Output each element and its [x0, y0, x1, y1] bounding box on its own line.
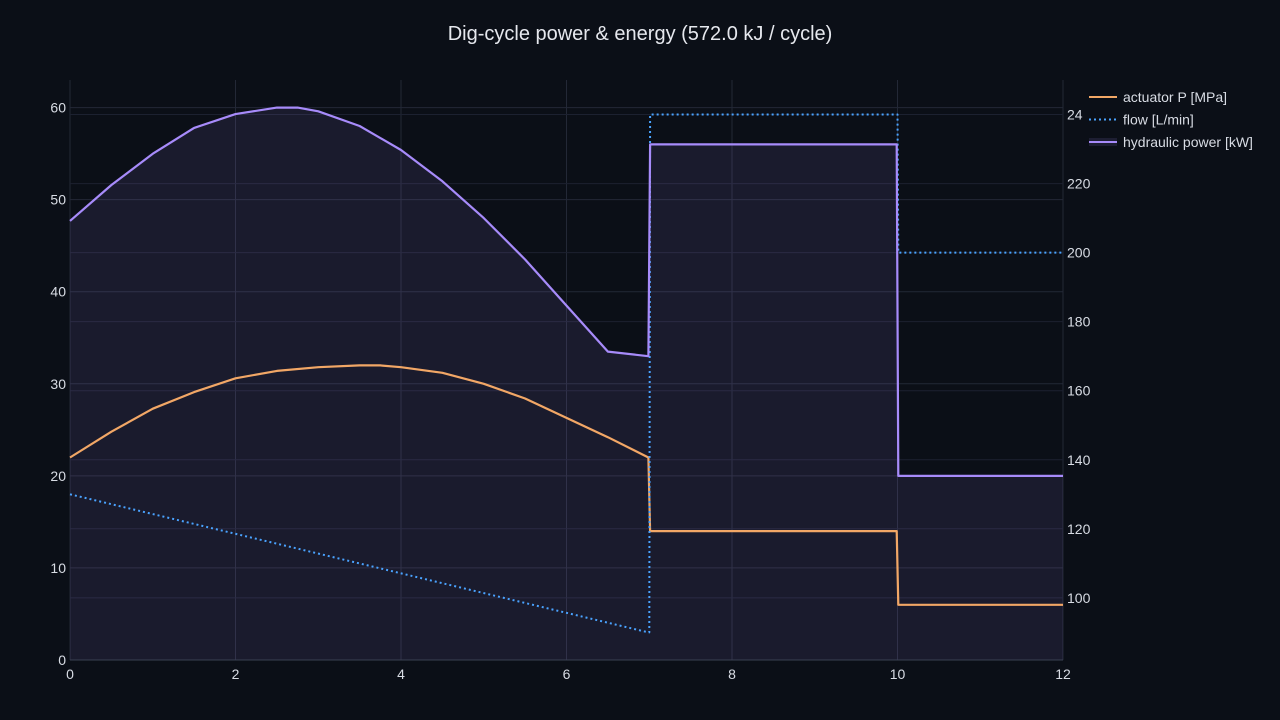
legend-label: flow [L/min] — [1123, 112, 1194, 128]
series — [69, 106, 1063, 634]
series-line-0 — [69, 364, 1063, 606]
y-tick-label: 30 — [50, 376, 66, 392]
y-tick-label: 10 — [50, 560, 66, 576]
fill-area — [70, 107, 1063, 661]
axes: 0 2 4 6 8 10 120102030405060100120140160180200… — [50, 100, 1090, 682]
x-tick-label: 12 — [1055, 666, 1071, 682]
series-fill-2 — [70, 107, 1063, 661]
y-tick-label: 0 — [58, 652, 66, 668]
y2-tick-label: 160 — [1067, 383, 1091, 399]
x-tick-label: 2 — [232, 666, 240, 682]
x-tick-label: 6 — [563, 666, 571, 682]
x-tick-label: 0 — [66, 666, 74, 682]
x-tick-label: 8 — [728, 666, 736, 682]
y-tick-label: 40 — [50, 284, 66, 300]
y-tick-label: 20 — [50, 468, 66, 484]
y-tick-label: 60 — [50, 100, 66, 116]
y2-tick-label: 180 — [1067, 314, 1091, 330]
y2-tick-label: 200 — [1067, 245, 1091, 261]
chart-title: Dig-cycle power & energy (572.0 kJ / cyc… — [448, 23, 833, 45]
y-tick-label: 50 — [50, 192, 66, 208]
y2-tick-label: 220 — [1067, 176, 1091, 192]
legend-label: actuator P [MPa] — [1123, 89, 1227, 105]
series-line-2 — [69, 106, 1063, 477]
legend: actuator P [MPa] flow [L/min] hydraulic po… — [1089, 89, 1253, 150]
x-tick-label: 4 — [397, 666, 405, 682]
x-tick-label: 10 — [890, 666, 906, 682]
y2-tick-label: 100 — [1067, 590, 1091, 606]
y2-tick-label: 140 — [1067, 452, 1091, 468]
legend-label: hydraulic power [kW] — [1123, 134, 1253, 150]
y2-tick-label: 24 — [1067, 107, 1083, 123]
y2-tick-label: 120 — [1067, 521, 1091, 537]
